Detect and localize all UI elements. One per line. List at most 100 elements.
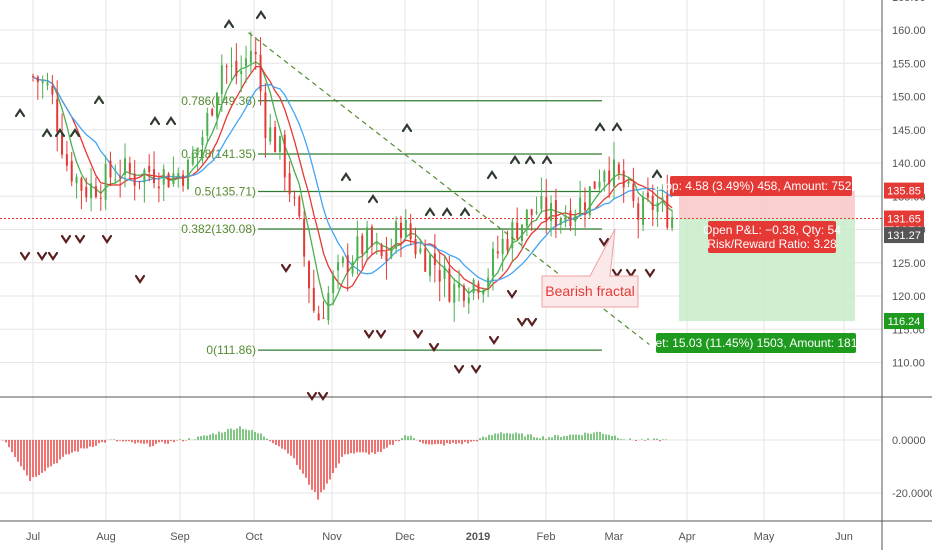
fractal-down-icon	[36, 251, 48, 261]
candle-body	[424, 248, 427, 272]
fractal-up-icon	[14, 108, 26, 118]
fib-label: 0.5(135.71)	[195, 185, 256, 199]
fractal-up-icon	[509, 155, 521, 165]
candle-body	[491, 248, 494, 276]
fractal-up-icon	[367, 194, 379, 204]
candle-body	[148, 165, 151, 173]
candle-body	[337, 262, 340, 271]
candles	[32, 31, 674, 325]
price-tick-label: 125.00	[892, 258, 926, 270]
fractal-up-icon	[340, 172, 352, 182]
candle-body	[80, 178, 83, 191]
fractal-up	[594, 122, 606, 132]
candle-body	[666, 194, 669, 228]
fractal-down-icon	[526, 317, 538, 327]
candle-body	[298, 196, 301, 217]
candle-body	[404, 219, 407, 237]
candle-body	[409, 223, 412, 240]
candle-body	[467, 297, 470, 304]
candle-body	[482, 289, 485, 295]
time-tick-label: Dec	[395, 531, 415, 543]
fractal-up	[651, 169, 663, 179]
time-tick-label: Mar	[605, 531, 624, 543]
candle-body	[458, 283, 461, 288]
fractal-down	[47, 251, 59, 261]
price-tick-label: 165.00	[892, 0, 926, 4]
price-badge: 135.85	[884, 182, 924, 199]
candle-body	[196, 147, 199, 155]
candle-body	[211, 109, 214, 116]
callout-box	[541, 228, 639, 308]
fractal-down-icon	[598, 237, 610, 247]
callout-text: Bearish fractal	[545, 283, 634, 299]
candle-body	[525, 209, 528, 227]
fractal-up	[93, 95, 105, 105]
fractal-up-icon	[486, 170, 498, 180]
candle-body	[41, 81, 44, 84]
fractal-up-icon	[424, 207, 436, 217]
fractal-down	[644, 268, 656, 278]
candle-body	[269, 127, 272, 142]
fractal-down	[625, 268, 637, 278]
price-badge: 131.65	[884, 210, 924, 227]
candle-body	[487, 277, 490, 287]
candle-body	[613, 159, 616, 187]
candle-body	[254, 51, 257, 55]
candle-body	[172, 173, 175, 185]
fractal-down	[36, 251, 48, 261]
rr-label-text: Risk/Reward Ratio: 3.28	[707, 237, 837, 251]
candle-body	[128, 163, 131, 173]
fractal-up	[441, 207, 453, 217]
price-badge-text: 131.65	[887, 214, 921, 226]
fractal-down-icon	[375, 329, 387, 339]
candle-body	[540, 195, 543, 209]
candle-body	[114, 179, 117, 181]
candle-body	[138, 181, 141, 183]
candle-body	[598, 181, 601, 189]
candle-body	[414, 239, 417, 255]
price-tick-label: 145.00	[892, 125, 926, 137]
fractal-down	[306, 391, 318, 401]
candle-body	[240, 71, 243, 75]
candle-body	[395, 221, 398, 249]
candle-body	[119, 176, 122, 179]
fractal-down-icon	[412, 329, 424, 339]
candle-body	[661, 197, 664, 201]
candle-body	[201, 137, 204, 146]
fractal-down-icon	[134, 274, 146, 284]
candle-body	[36, 76, 39, 83]
candle-body	[646, 192, 649, 198]
fractal-down	[412, 329, 424, 339]
fractal-up	[424, 207, 436, 217]
candle-body	[157, 186, 160, 189]
fib-label: 0.786(149.36)	[181, 94, 256, 108]
fractal-up-icon	[69, 128, 81, 138]
candle-body	[264, 92, 267, 139]
pnl-label-box	[708, 221, 836, 253]
candle-body	[419, 248, 422, 253]
price-badge-box	[884, 227, 924, 244]
fractal-down-icon	[470, 364, 482, 374]
fractal-down	[598, 237, 610, 247]
fractal-down	[101, 234, 113, 244]
candle-body	[506, 239, 509, 251]
grid	[0, 0, 882, 520]
fractal-up-icon	[441, 207, 453, 217]
fractal-up-icon	[149, 116, 161, 126]
fib-label: 0(111.86)	[206, 343, 256, 357]
fractal-up	[459, 207, 471, 217]
candle-body	[535, 211, 538, 214]
pnl-label-text: Open P&L: −0.38, Qty: 54	[703, 223, 841, 237]
candle-body	[332, 274, 335, 293]
candle-body	[375, 243, 378, 245]
candle-body	[249, 50, 252, 63]
candle-body	[90, 183, 93, 199]
candle-body	[143, 169, 146, 183]
price-tick-label: 110.00	[892, 358, 925, 370]
fractal-down	[317, 391, 329, 401]
candle-body	[341, 257, 344, 264]
fractal-down	[428, 342, 440, 352]
fractal-down-icon	[516, 317, 528, 327]
fractal-down-icon	[644, 268, 656, 278]
